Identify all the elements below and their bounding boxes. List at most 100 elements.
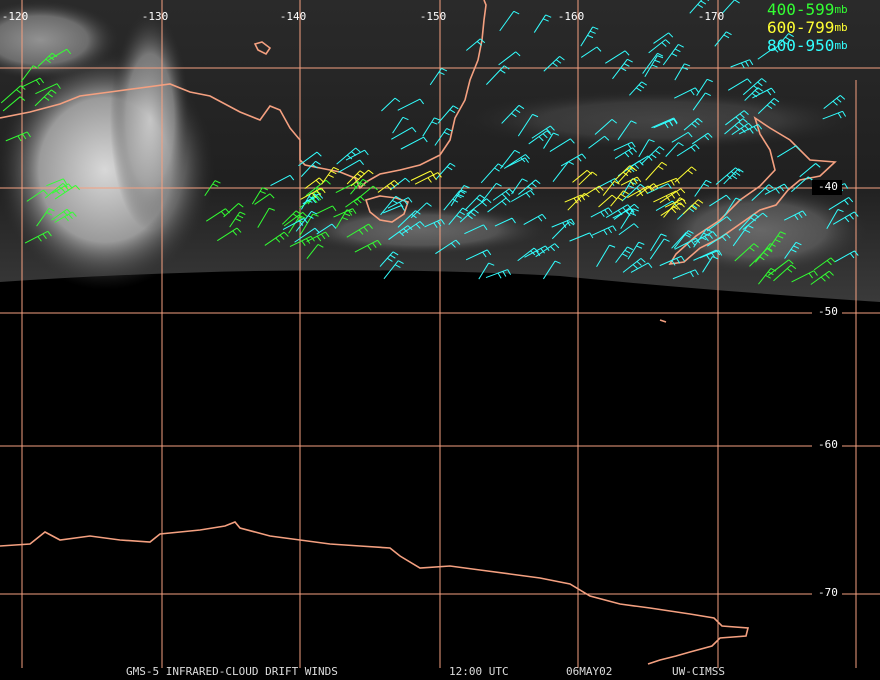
label-bg [812, 438, 842, 453]
barb-staff [767, 231, 781, 250]
barb-flag [430, 170, 435, 177]
wind-barb [826, 209, 844, 229]
barb-staff [223, 203, 239, 218]
barb-flag [770, 243, 776, 247]
wind-barb [596, 244, 616, 268]
barb-staff [580, 46, 598, 58]
barb-flag [542, 18, 549, 22]
wind-barb [822, 110, 847, 120]
barb-flag [612, 225, 617, 232]
barb-staff [784, 242, 797, 259]
wind-barb [594, 118, 617, 135]
barb-staff [742, 212, 764, 230]
barb-flag [690, 240, 696, 246]
barb-staff [414, 172, 439, 185]
barb-flag [437, 220, 442, 227]
barb-staff [549, 138, 571, 153]
barb-staff [605, 204, 628, 219]
barb-flag [342, 217, 348, 221]
wind-barb [397, 210, 421, 228]
barb-staff [572, 169, 588, 183]
wind-barb [777, 145, 801, 158]
barb-flag [395, 195, 402, 200]
cloud-band [110, 10, 190, 230]
barb-flag [438, 71, 445, 76]
barb-flag [844, 199, 849, 205]
barb-staff [2, 96, 21, 112]
wind-barb [588, 135, 610, 149]
wind-barb [24, 230, 52, 244]
barb-flag [440, 219, 445, 225]
barb-flag [738, 121, 744, 127]
barb-staff [671, 131, 689, 143]
barb-flag [694, 202, 700, 207]
barb-staff [613, 141, 633, 151]
barb-flag [790, 248, 797, 253]
barb-flag [352, 208, 357, 214]
barb-flag [802, 210, 807, 217]
barb-flag [676, 258, 681, 264]
barb-flag [633, 203, 640, 209]
barb-flag [636, 261, 642, 266]
barb-flag [626, 168, 632, 173]
wind-barb [791, 270, 818, 283]
latitude-label: -70 [818, 586, 838, 599]
barb-flag [486, 198, 492, 204]
wind-barb [257, 207, 275, 228]
wind-barbs [0, 0, 859, 285]
barb-flag [739, 113, 745, 119]
barb-flag [568, 221, 575, 226]
barb-staff [709, 194, 727, 207]
barb-flag [608, 207, 613, 213]
barb-flag [628, 149, 634, 155]
coastline [0, 0, 487, 190]
barb-staff [350, 178, 364, 195]
wind-barb [350, 178, 369, 195]
barb-staff [767, 259, 790, 276]
barb-staff [627, 241, 640, 260]
coastline [668, 116, 837, 266]
barb-flag [617, 210, 623, 216]
barb-flag [318, 193, 324, 199]
barb-staff [764, 183, 785, 195]
barb-staff [665, 142, 679, 157]
wind-barb [581, 185, 604, 198]
barb-staff [674, 63, 685, 81]
barb-staff [316, 205, 333, 215]
barb-staff [381, 97, 396, 112]
wind-barb [653, 190, 681, 203]
barb-flag [236, 227, 242, 233]
barb-flag [386, 185, 392, 191]
barb-flag [581, 153, 587, 159]
barb-staff [34, 89, 52, 107]
barb-staff [481, 183, 497, 203]
barb-flag [766, 104, 773, 110]
barb-flag [763, 252, 769, 257]
barb-flag [463, 185, 470, 189]
barb-flag [546, 130, 552, 136]
wind-barb [465, 194, 485, 211]
wind-barb [676, 144, 700, 157]
barb-flag [638, 160, 644, 166]
footer-time: 12:00 UTC [449, 665, 509, 678]
wind-barb [300, 160, 321, 177]
barb-flag [353, 200, 359, 206]
barb-flag [584, 192, 590, 198]
wind-barb [620, 208, 639, 229]
barb-staff [22, 77, 41, 88]
barb-flag [359, 159, 364, 166]
barb-flag [708, 233, 713, 239]
barb-flag [844, 217, 850, 223]
barb-flag [500, 69, 506, 74]
barb-flag [535, 179, 541, 185]
barb-flag [320, 233, 326, 240]
barb-flag [672, 205, 679, 210]
barb-staff [784, 210, 803, 221]
wind-barb [569, 232, 594, 242]
wind-barb [662, 44, 684, 66]
barb-flag [398, 201, 404, 208]
barb-staff [424, 218, 442, 228]
barb-flag [735, 116, 741, 122]
wind-barb [709, 194, 731, 207]
barb-staff [645, 161, 663, 181]
